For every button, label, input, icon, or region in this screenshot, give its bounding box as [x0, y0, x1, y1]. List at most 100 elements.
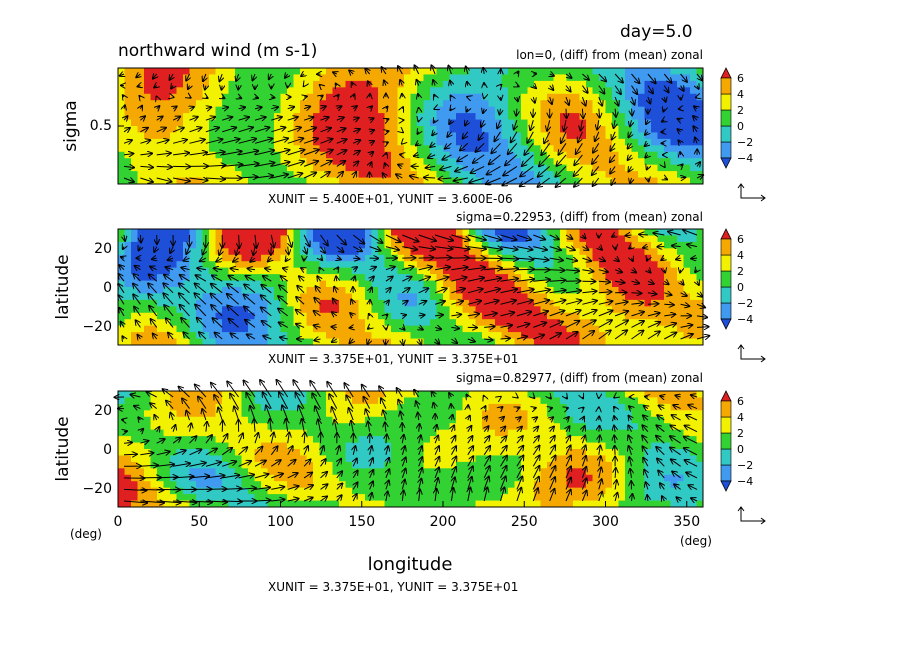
heatmap-cell: [267, 171, 275, 178]
heatmap-cell: [332, 151, 340, 159]
heatmap-cell: [352, 391, 359, 398]
heatmap-cell: [495, 312, 502, 320]
heatmap-cell: [371, 145, 379, 153]
heatmap-cell: [677, 80, 684, 88]
heatmap-cell: [508, 436, 515, 443]
heatmap-cell: [248, 145, 255, 153]
heatmap-cell: [358, 126, 366, 133]
wind-vector: [189, 128, 202, 133]
heatmap-cell: [553, 274, 561, 281]
heatmap-cell: [241, 442, 249, 450]
heatmap-cell: [176, 80, 184, 88]
heatmap-cell: [339, 455, 346, 463]
wind-vector: [140, 140, 150, 143]
heatmap-cell: [495, 151, 502, 159]
wind-vector: [582, 301, 597, 305]
wind-vector: [418, 301, 427, 304]
heatmap-cell: [605, 229, 613, 236]
heatmap-cell: [371, 261, 379, 269]
heatmap-cell: [417, 397, 424, 405]
heatmap-cell: [579, 119, 587, 127]
heatmap-cell: [677, 287, 684, 294]
heatmap-cell: [144, 158, 151, 166]
heatmap-cell: [319, 319, 327, 327]
heatmap-cell: [118, 171, 125, 178]
heatmap-cell: [696, 93, 704, 101]
wind-vector: [203, 73, 206, 81]
heatmap-cell: [677, 261, 684, 269]
heatmap-cell: [696, 119, 704, 127]
heatmap-cell: [352, 151, 359, 159]
heatmap-cell: [410, 423, 418, 431]
heatmap-cell: [670, 397, 678, 405]
heatmap-cell: [241, 403, 249, 411]
heatmap-cell: [566, 145, 574, 153]
wind-vector: [205, 165, 226, 166]
heatmap-cell: [482, 391, 489, 398]
heatmap-cell: [417, 171, 424, 178]
heatmap-cell: [534, 177, 541, 185]
heatmap-cell: [378, 287, 385, 294]
heatmap-cell: [540, 449, 548, 456]
heatmap-cell: [514, 410, 522, 418]
heatmap-cell: [436, 416, 444, 424]
heatmap-cell: [365, 306, 372, 314]
heatmap-cell: [397, 423, 405, 431]
wind-vector: [140, 116, 145, 120]
heatmap-cell: [170, 87, 177, 95]
heatmap-cell: [599, 261, 606, 269]
heatmap-cell: [657, 280, 665, 288]
heatmap-cell: [579, 267, 587, 275]
heatmap-cell: [163, 229, 171, 236]
heatmap-cell: [586, 442, 593, 450]
heatmap-cell: [462, 80, 470, 88]
heatmap-cell: [436, 436, 444, 443]
heatmap-cell: [306, 68, 314, 75]
heatmap-cell: [404, 455, 411, 463]
heatmap-cell: [157, 325, 164, 333]
wind-vector: [632, 108, 633, 116]
heatmap-cell: [371, 177, 379, 185]
wind-vector: [628, 143, 632, 148]
heatmap-cell: [384, 416, 392, 424]
wind-vector: [197, 268, 206, 270]
heatmap-cell: [488, 100, 496, 108]
heatmap-cell: [599, 338, 606, 346]
heatmap-cell: [469, 171, 476, 178]
heatmap-cell: [319, 416, 327, 424]
heatmap-cell: [456, 229, 463, 236]
heatmap-cell: [508, 126, 515, 133]
heatmap-cell: [443, 410, 450, 418]
heatmap-cell: [521, 287, 528, 294]
heatmap-cell: [488, 132, 496, 140]
heatmap-cell: [469, 287, 476, 294]
heatmap-cell: [248, 68, 255, 75]
heatmap-cell: [501, 100, 509, 108]
heatmap-cell: [189, 74, 197, 82]
heatmap-cell: [267, 274, 275, 281]
wind-vector: [385, 234, 401, 242]
heatmap-cell: [618, 429, 626, 437]
panel-3: sigma=0.82977, (diff) from (mean) zonal …: [53, 371, 766, 530]
heatmap-cell: [189, 299, 197, 307]
heatmap-cell: [371, 397, 379, 405]
panel-2: sigma=0.22953, (diff) from (mean) zonal …: [53, 210, 766, 366]
heatmap-cell: [339, 287, 346, 294]
heatmap-cell: [560, 397, 567, 405]
heatmap-cell: [449, 248, 457, 256]
heatmap-cell: [527, 280, 535, 288]
wind-vector: [451, 327, 459, 328]
heatmap-cell: [326, 332, 333, 339]
heatmap-cell: [157, 119, 164, 127]
reference-vector-head: [737, 183, 766, 202]
heatmap-cell: [683, 267, 691, 275]
heatmap-cell: [306, 410, 314, 418]
heatmap-cell: [430, 319, 437, 327]
heatmap-cell: [241, 312, 249, 320]
heatmap-cell: [547, 113, 554, 120]
heatmap-cell: [371, 391, 379, 398]
wind-vector: [582, 96, 585, 106]
heatmap-cell: [443, 455, 450, 463]
heatmap-cell: [599, 410, 606, 418]
wind-vector: [248, 269, 256, 270]
